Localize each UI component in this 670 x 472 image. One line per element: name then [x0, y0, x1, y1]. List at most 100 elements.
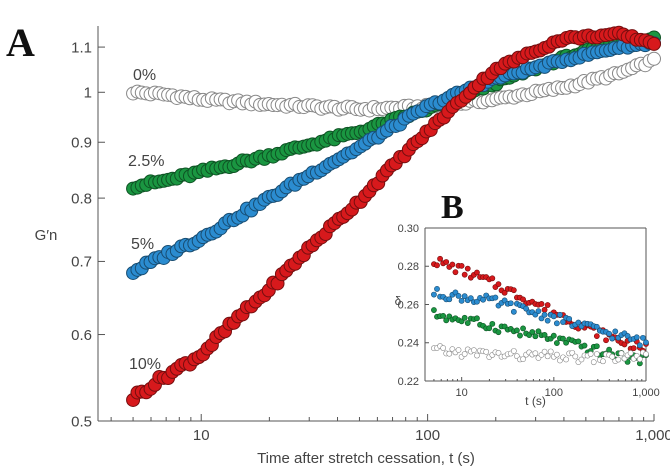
data-point — [474, 298, 480, 305]
data-point — [483, 348, 490, 355]
y-tick-label: 0.28 — [398, 261, 419, 273]
data-point — [541, 311, 548, 318]
data-point — [578, 356, 585, 363]
data-point — [544, 353, 551, 360]
data-point — [572, 353, 579, 360]
data-point — [461, 314, 468, 321]
data-point — [510, 287, 517, 294]
data-point — [446, 296, 453, 303]
data-point — [593, 323, 600, 330]
data-point — [581, 342, 588, 349]
data-point — [550, 332, 557, 339]
data-point — [489, 320, 496, 327]
data-point — [627, 350, 634, 356]
y-tick-label: 1 — [84, 85, 92, 102]
x-tick-label: 10 — [193, 427, 210, 444]
data-point — [612, 328, 619, 335]
data-point — [538, 301, 545, 307]
data-point — [495, 329, 502, 336]
data-point — [455, 347, 462, 353]
data-point — [590, 359, 597, 366]
data-point — [443, 259, 450, 265]
data-point — [640, 334, 646, 341]
data-point — [434, 262, 440, 269]
data-point — [636, 356, 643, 363]
data-point — [618, 350, 625, 357]
data-point — [461, 271, 468, 278]
data-point — [440, 312, 447, 319]
data-point — [480, 296, 487, 303]
y-tick-label: 0.22 — [398, 376, 419, 388]
y-tick-label: 1.1 — [71, 39, 92, 56]
data-point — [547, 348, 554, 355]
data-point — [474, 352, 480, 359]
data-point — [600, 358, 606, 365]
series-10pct — [126, 25, 661, 407]
y-tick-label: 0.24 — [398, 338, 419, 350]
x-tick-label: 100 — [415, 427, 440, 444]
series-label: 10% — [129, 356, 161, 373]
data-point — [647, 36, 661, 51]
data-point — [569, 349, 576, 356]
data-point — [621, 341, 628, 348]
data-point — [609, 335, 616, 342]
y-tick-label: 0.30 — [398, 223, 419, 235]
panel-a-letter: A — [6, 20, 35, 65]
data-point — [467, 295, 474, 302]
data-point — [495, 349, 502, 356]
x-tick-label: 100 — [545, 387, 563, 399]
data-point — [443, 317, 450, 324]
y-tick-label: 0.7 — [71, 254, 92, 271]
x-axis-title: t (s) — [525, 394, 546, 408]
data-point — [523, 305, 530, 312]
x-tick-label: 1,000 — [635, 427, 670, 444]
y-tick-label: 0.26 — [398, 299, 419, 311]
data-point — [544, 317, 551, 324]
y-tick-label: 0.5 — [71, 413, 92, 430]
data-point — [544, 302, 551, 308]
data-point — [532, 333, 539, 340]
data-point — [489, 275, 496, 282]
y-tick-label: 0.8 — [71, 190, 92, 207]
data-point — [541, 348, 548, 355]
series-5pct — [126, 35, 661, 280]
data-point — [520, 325, 526, 332]
y-tick-label: 0.9 — [71, 134, 92, 151]
data-point — [560, 319, 566, 325]
series-label: 2.5% — [128, 153, 164, 170]
data-point — [606, 330, 613, 337]
data-point — [541, 306, 548, 313]
data-point — [510, 348, 517, 354]
data-point — [609, 353, 616, 360]
data-point — [557, 311, 563, 318]
data-point — [517, 332, 523, 339]
data-point — [474, 315, 480, 322]
data-point — [507, 300, 514, 307]
data-point — [446, 350, 453, 357]
data-point — [587, 351, 594, 357]
data-point — [575, 319, 582, 326]
y-tick-label: 0.6 — [71, 327, 92, 344]
data-point — [553, 340, 560, 346]
data-point — [575, 338, 582, 345]
data-point — [458, 297, 465, 304]
data-point — [431, 307, 437, 313]
data-point — [553, 351, 560, 358]
data-point — [636, 342, 643, 349]
data-point — [452, 269, 459, 276]
y-axis-title: δ — [395, 294, 402, 308]
data-point — [495, 281, 502, 288]
data-point — [461, 351, 468, 357]
data-point — [501, 289, 508, 296]
data-point — [550, 313, 557, 320]
data-point — [563, 356, 569, 363]
data-point — [431, 291, 437, 298]
data-point — [437, 255, 443, 262]
series-3 — [431, 343, 649, 366]
data-point — [535, 308, 542, 315]
x-tick-label: 1,000 — [632, 387, 660, 399]
data-point — [630, 345, 637, 352]
y-axis-title: G′n — [35, 227, 58, 244]
data-point — [514, 327, 520, 334]
data-point — [647, 51, 661, 66]
